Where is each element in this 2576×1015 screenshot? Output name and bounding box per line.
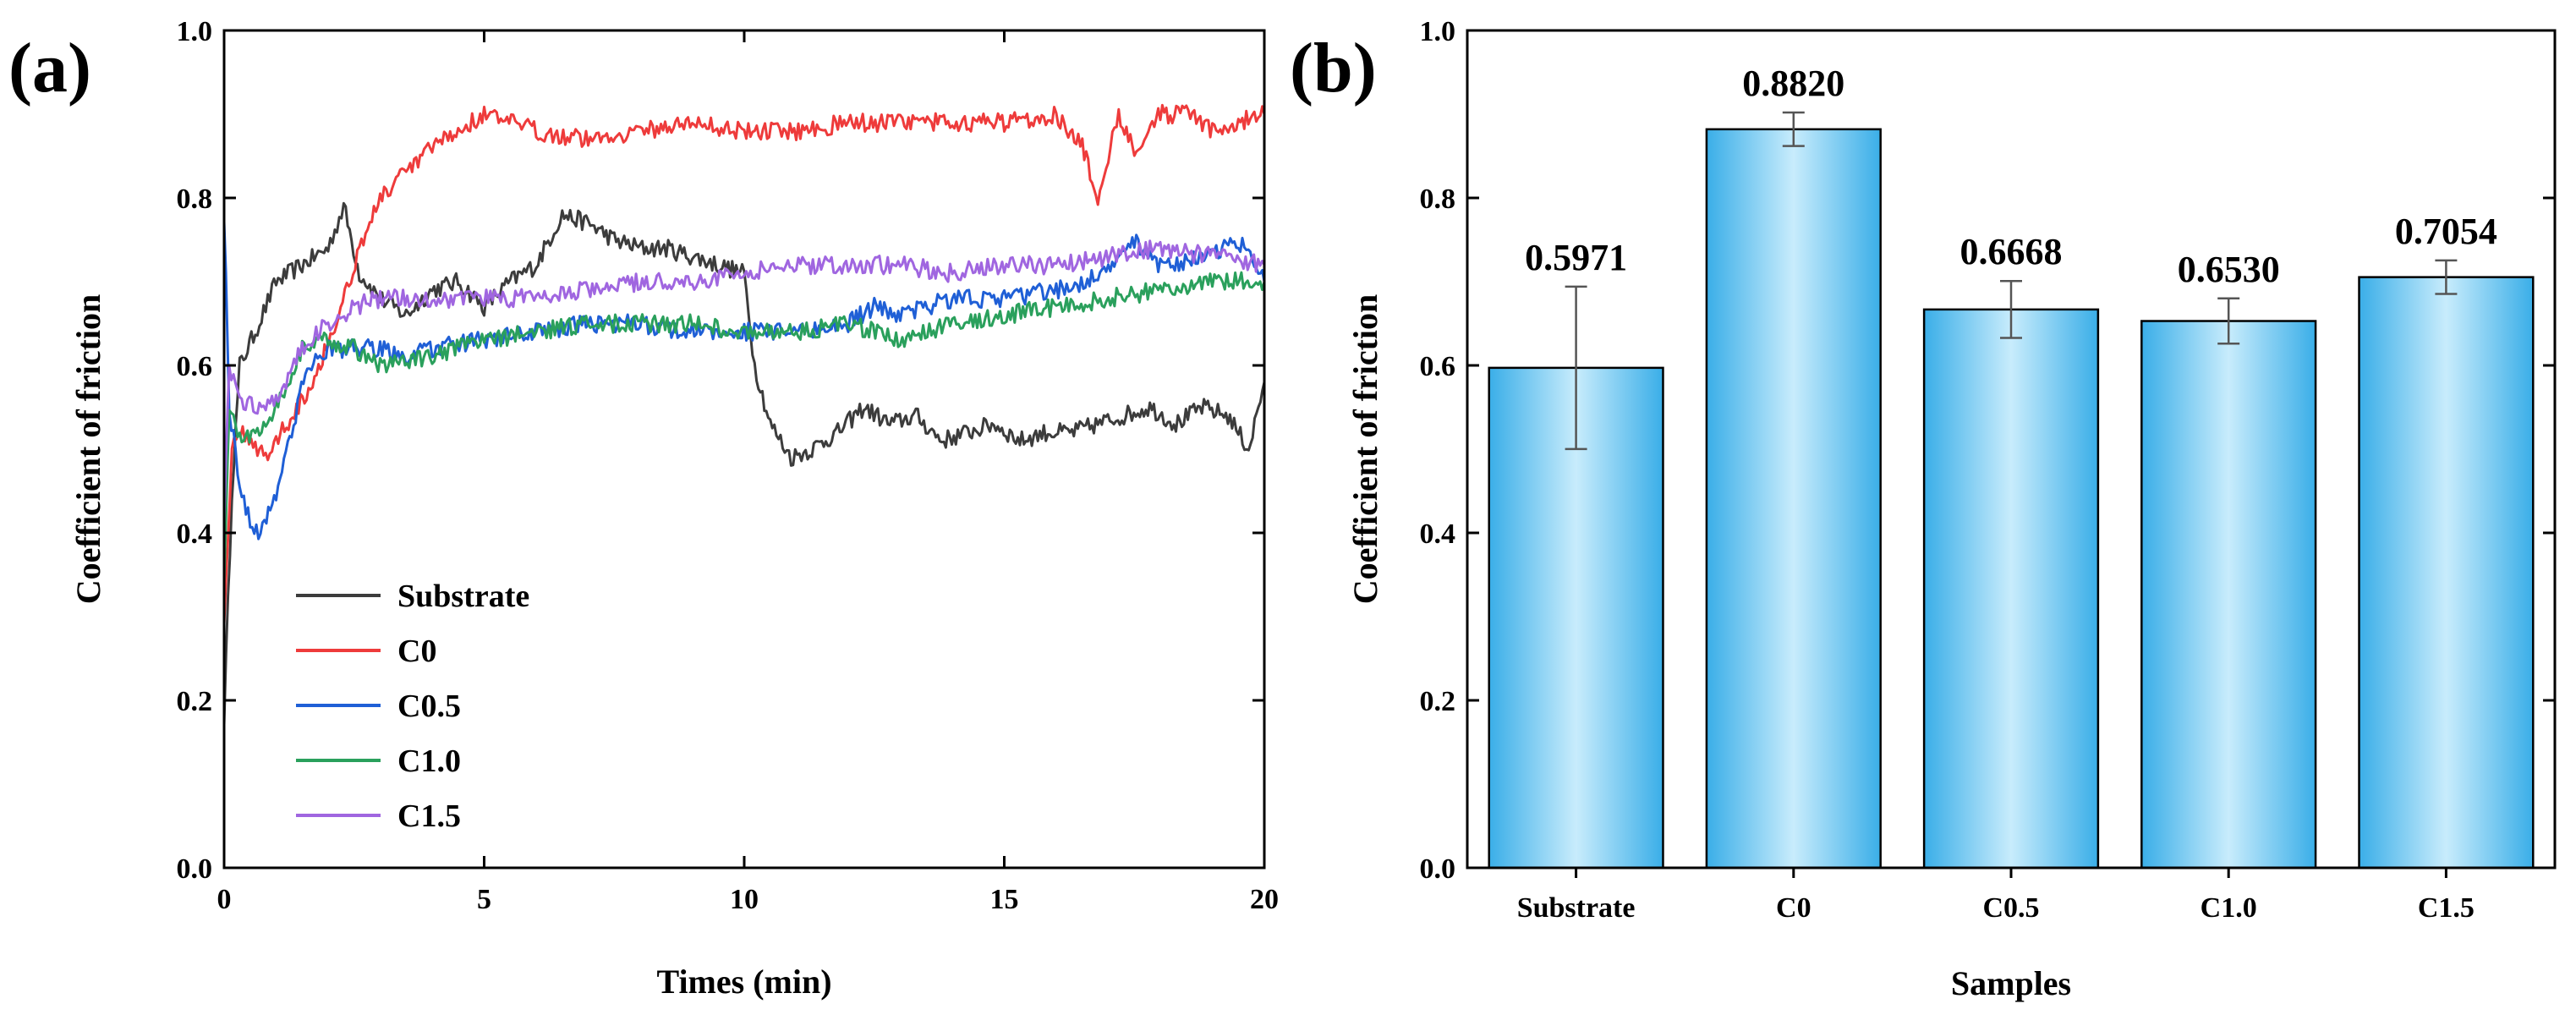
legend-label-c0: C0	[397, 634, 436, 669]
y-tick-label: 0.2	[177, 686, 213, 717]
series-line-c0	[224, 103, 1264, 624]
category-label-c1-0: C1.0	[2201, 892, 2257, 924]
series-line-c1-0	[224, 271, 1264, 582]
x-tick-label: 20	[1250, 884, 1279, 915]
panel-a-label: (a)	[8, 29, 91, 107]
y-tick-label: 0.0	[1420, 853, 1456, 885]
series-line-substrate	[224, 201, 1264, 725]
panel-b-axes: Substrate C0 C0.5 C1.0 C1.5 0.0 0.2 0.4 0.6 0.8 1.…	[1420, 16, 2555, 924]
bar-c0-5	[1922, 308, 2100, 870]
category-label-c1-5: C1.5	[2418, 892, 2475, 924]
bar-c1-0	[2140, 320, 2317, 870]
data-label-substrate: 0.5971	[1525, 237, 1627, 278]
x-tick-label: 0	[217, 884, 232, 915]
y-tick-label: 0.6	[1420, 351, 1456, 382]
panel-a-legend: Substrate C0 C0.5 C1.0 C1.5	[296, 579, 529, 834]
data-label-c0-5: 0.6668	[1960, 231, 2063, 272]
series-line-c1-5	[224, 239, 1264, 524]
legend-label-c1-5: C1.5	[397, 798, 461, 834]
x-tick-label: 15	[990, 884, 1019, 915]
panel-b-bars: 0.5971 0.8820 0.6668 0.6530 0.7054	[1488, 63, 2535, 870]
category-label-c0-5: C0.5	[1982, 892, 2039, 924]
x-tick-label: 5	[477, 884, 491, 915]
legend-label-c1-0: C1.0	[397, 743, 461, 779]
panel-a-axes: 0 5 10 15 20 0.0 0.2 0.4 0.6 0.8 1.0	[177, 16, 1280, 915]
panel-b: (b) 0.5971 0.8820 0.6668 0.6530 0.7054 Subst…	[1290, 16, 2557, 1002]
y-tick-label: 1.0	[1420, 16, 1456, 47]
panel-a-series-lines	[224, 103, 1264, 725]
data-label-c1-0: 0.6530	[2178, 249, 2280, 290]
category-label-substrate: Substrate	[1517, 892, 1636, 924]
panel-a: (a) 0 5 10 15 20 0.0 0.2 0.4 0.6 0.8 1.0 Substrate…	[8, 16, 1279, 1001]
panel-b-x-title: Samples	[1951, 964, 2071, 1002]
legend-label-substrate: Substrate	[397, 579, 529, 614]
bar-c0	[1705, 128, 1882, 870]
legend-label-c0-5: C0.5	[397, 689, 461, 724]
y-tick-label: 0.2	[1420, 686, 1456, 717]
data-label-c1-5: 0.7054	[2395, 211, 2497, 252]
panel-b-label: (b)	[1290, 29, 1377, 107]
y-tick-label: 0.0	[177, 853, 213, 885]
y-tick-label: 0.4	[177, 518, 213, 550]
y-tick-label: 0.4	[1420, 518, 1456, 550]
panel-a-x-title: Times (min)	[656, 963, 831, 1001]
bar-substrate	[1488, 366, 1664, 870]
y-tick-label: 1.0	[177, 16, 213, 47]
series-line-c0-5	[224, 222, 1264, 540]
x-tick-label: 10	[730, 884, 759, 915]
category-label-c0: C0	[1776, 892, 1811, 924]
bar-c1-5	[2358, 276, 2535, 870]
y-tick-label: 0.8	[1420, 184, 1456, 215]
panel-a-y-title: Coefficient of friction	[69, 294, 107, 605]
panel-b-y-title: Coefficient of friction	[1346, 294, 1384, 605]
y-tick-label: 0.6	[177, 351, 213, 382]
y-tick-label: 0.8	[177, 184, 213, 215]
data-label-c0: 0.8820	[1742, 63, 1844, 104]
